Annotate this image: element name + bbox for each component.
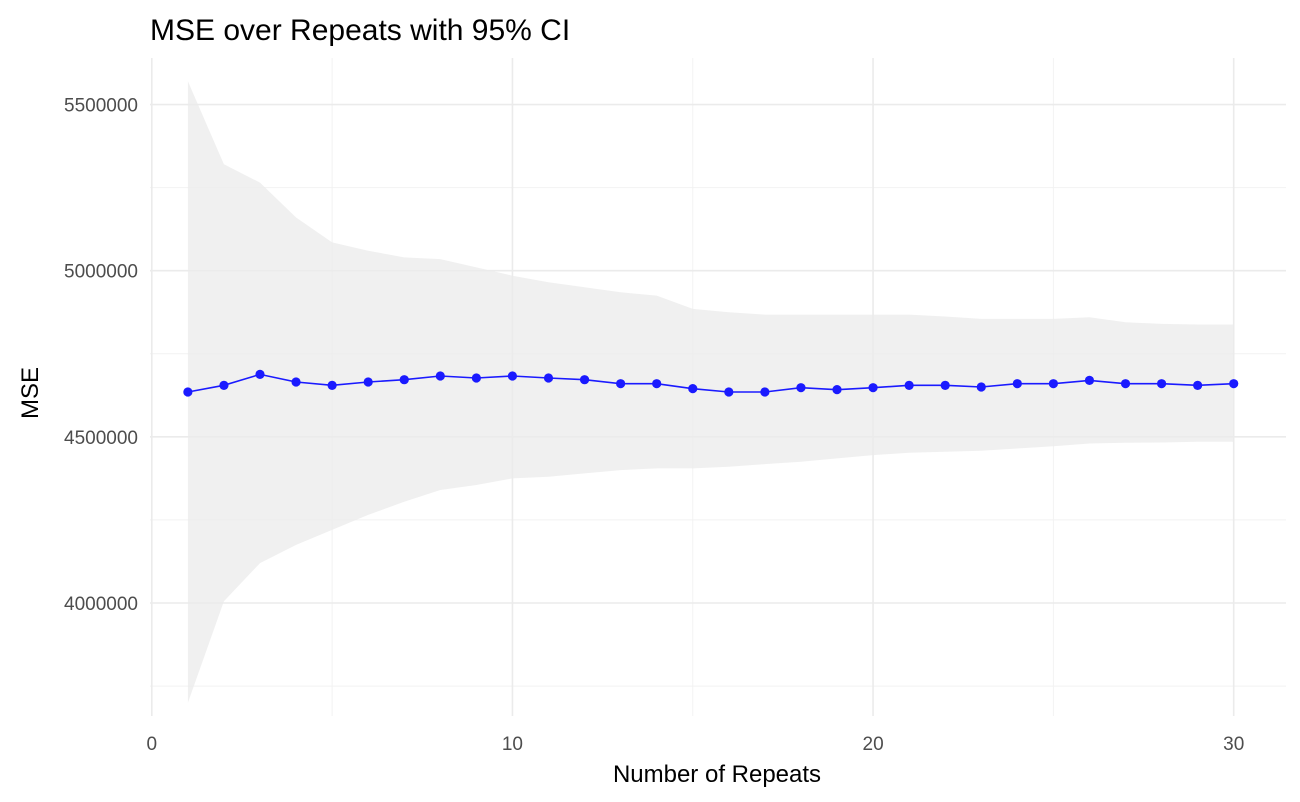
data-point bbox=[940, 380, 950, 390]
data-point bbox=[868, 383, 878, 393]
data-point bbox=[1012, 379, 1022, 389]
data-point bbox=[904, 380, 914, 390]
data-point bbox=[579, 375, 590, 385]
x-axis-title: Number of Repeats bbox=[613, 761, 821, 788]
data-point bbox=[327, 380, 337, 390]
data-point bbox=[760, 387, 770, 397]
data-point bbox=[1120, 379, 1131, 389]
confidence-band bbox=[187, 81, 1234, 703]
y-axis-title: MSE bbox=[17, 367, 44, 419]
x-tick-label: 10 bbox=[502, 734, 523, 755]
data-point bbox=[1048, 379, 1058, 389]
data-point bbox=[219, 380, 229, 390]
y-tick-label: 5000000 bbox=[64, 262, 138, 283]
x-tick-label: 20 bbox=[863, 734, 884, 755]
data-point bbox=[796, 383, 806, 393]
confidence-band-layer bbox=[187, 81, 1234, 703]
series-line bbox=[187, 373, 1234, 393]
data-point bbox=[1193, 380, 1203, 390]
data-point bbox=[832, 385, 842, 395]
data-point bbox=[1084, 375, 1095, 385]
data-point bbox=[1156, 379, 1167, 389]
x-tick-label: 0 bbox=[147, 734, 158, 755]
y-tick-label: 5500000 bbox=[64, 96, 138, 117]
data-point bbox=[1229, 379, 1239, 389]
data-point bbox=[435, 371, 445, 381]
data-point bbox=[724, 387, 734, 397]
data-point bbox=[652, 379, 662, 389]
data-point bbox=[363, 377, 373, 387]
data-point bbox=[399, 375, 409, 385]
data-point bbox=[616, 379, 626, 389]
data-point bbox=[471, 373, 481, 383]
chart-title: MSE over Repeats with 95% CI bbox=[150, 14, 570, 47]
y-tick-label: 4500000 bbox=[64, 428, 138, 449]
data-point bbox=[976, 382, 986, 392]
series-line-layer bbox=[187, 373, 1234, 393]
data-point bbox=[183, 387, 193, 397]
data-point bbox=[255, 369, 265, 379]
data-point-layer bbox=[183, 369, 1239, 397]
y-tick-label: 4000000 bbox=[64, 594, 138, 615]
data-point bbox=[507, 371, 518, 381]
x-tick-label: 30 bbox=[1223, 734, 1244, 755]
data-point bbox=[291, 377, 301, 387]
tick-label-layer: 4000000 4500000 5000000 5500000 0 10 20 30 bbox=[64, 96, 1244, 755]
data-point bbox=[543, 373, 554, 383]
data-point bbox=[688, 384, 698, 394]
